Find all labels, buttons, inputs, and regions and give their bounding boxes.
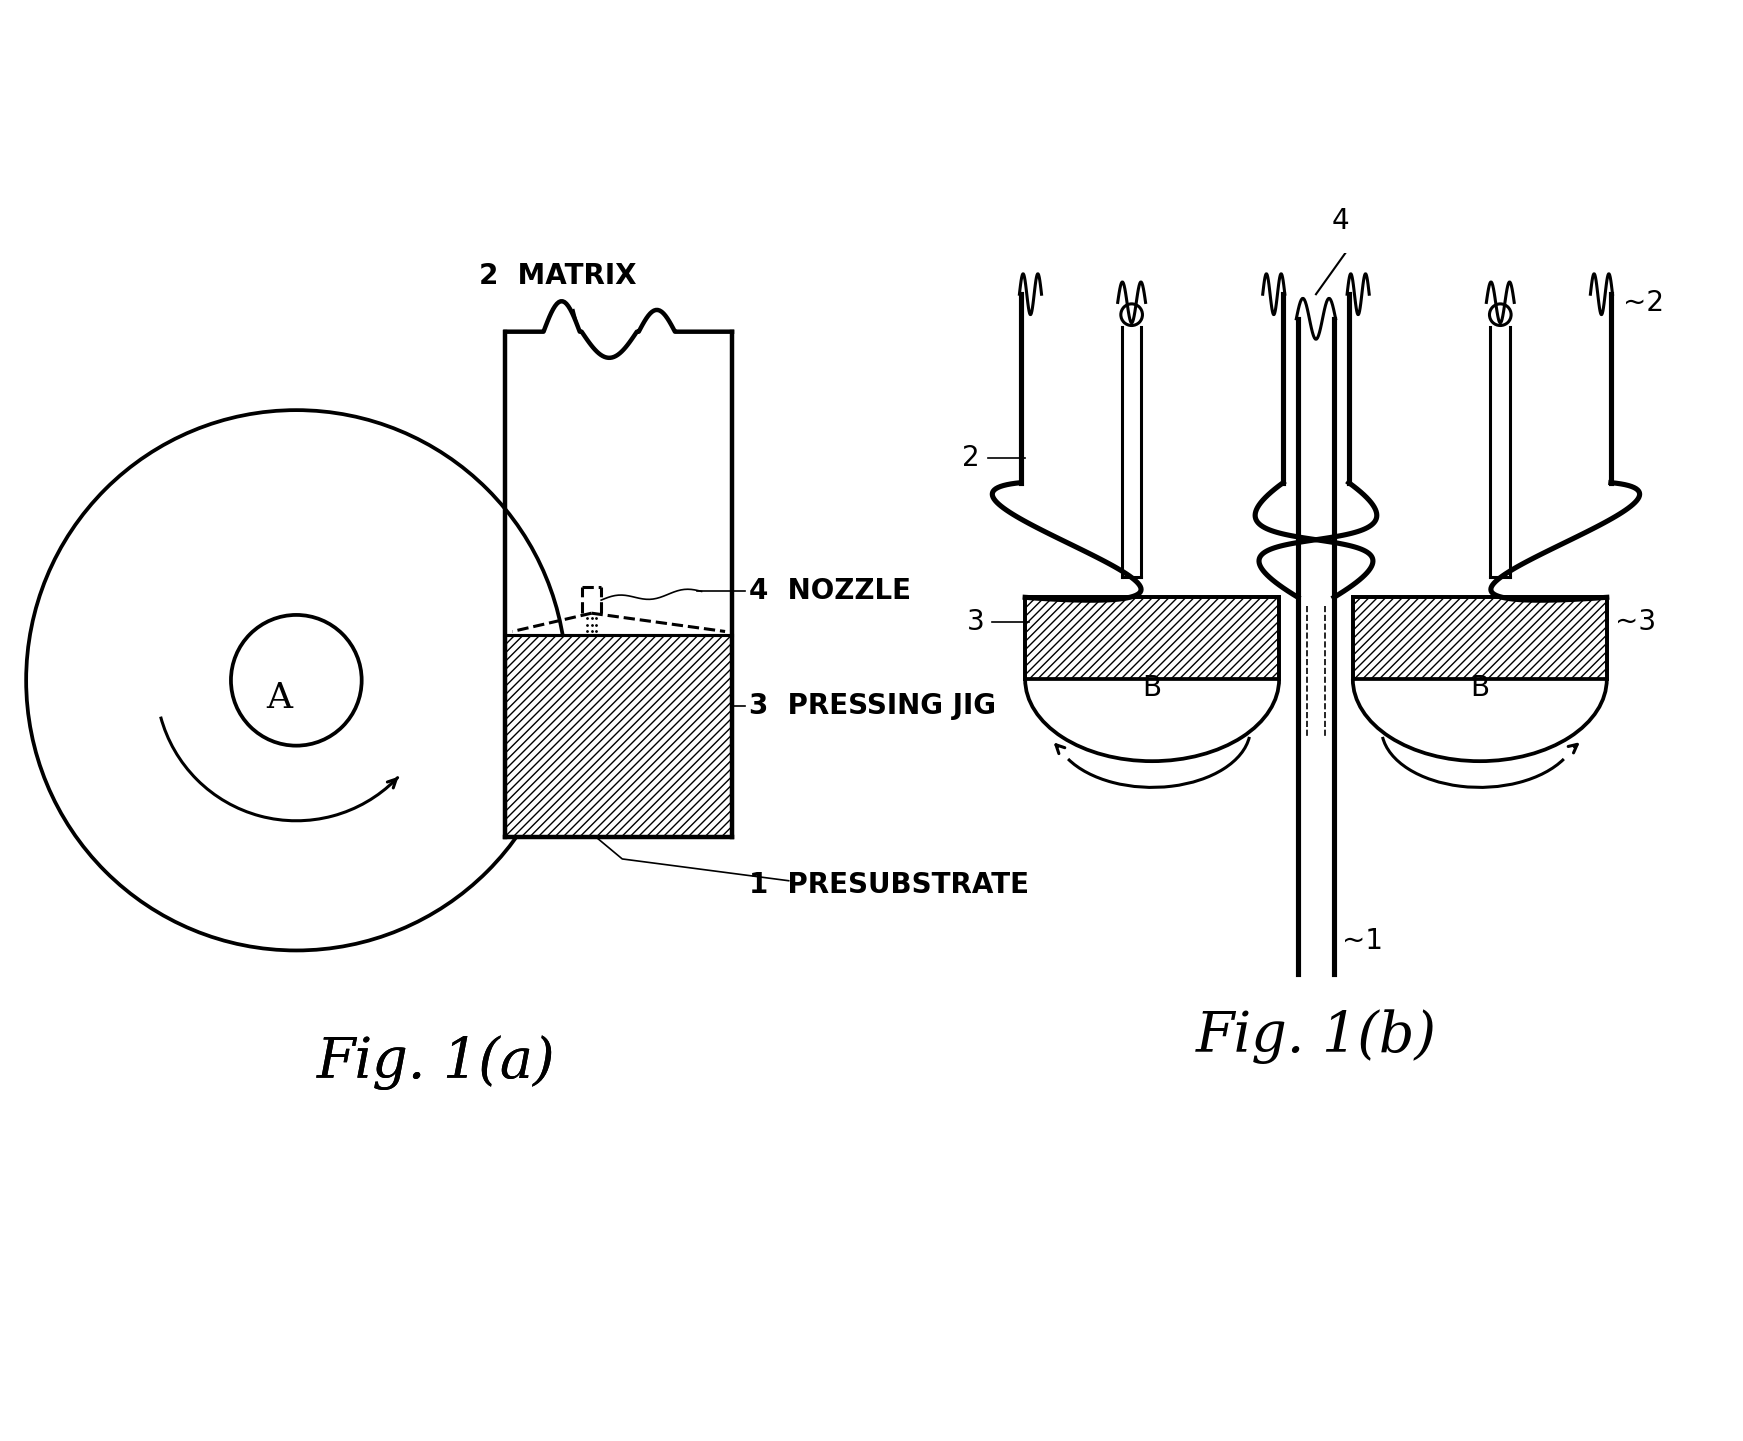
Text: B: B [1471,673,1489,702]
Text: 1  PRESUBSTRATE: 1 PRESUBSTRATE [749,872,1030,899]
Text: 4: 4 [1332,206,1349,235]
Text: Fig. 1(b): Fig. 1(b) [1196,1010,1436,1065]
Text: 2: 2 [962,444,980,473]
Bar [1025,598,1279,679]
Text: A: A [267,680,291,715]
Text: B: B [1143,673,1161,702]
Text: 3: 3 [966,608,985,635]
Bar [505,635,732,837]
Text: Fig. 1(a): Fig. 1(a) [317,1035,554,1089]
Text: ~2: ~2 [1623,288,1665,317]
Text: 4  NOZZLE: 4 NOZZLE [749,578,912,605]
Bar [1353,598,1607,679]
Text: Fig. 1(a): Fig. 1(a) [317,1035,554,1089]
Text: 3  PRESSING JIG: 3 PRESSING JIG [749,692,997,719]
Text: ~1: ~1 [1342,928,1384,955]
Text: 2  MATRIX: 2 MATRIX [479,262,636,290]
Text: ~3: ~3 [1616,608,1656,635]
